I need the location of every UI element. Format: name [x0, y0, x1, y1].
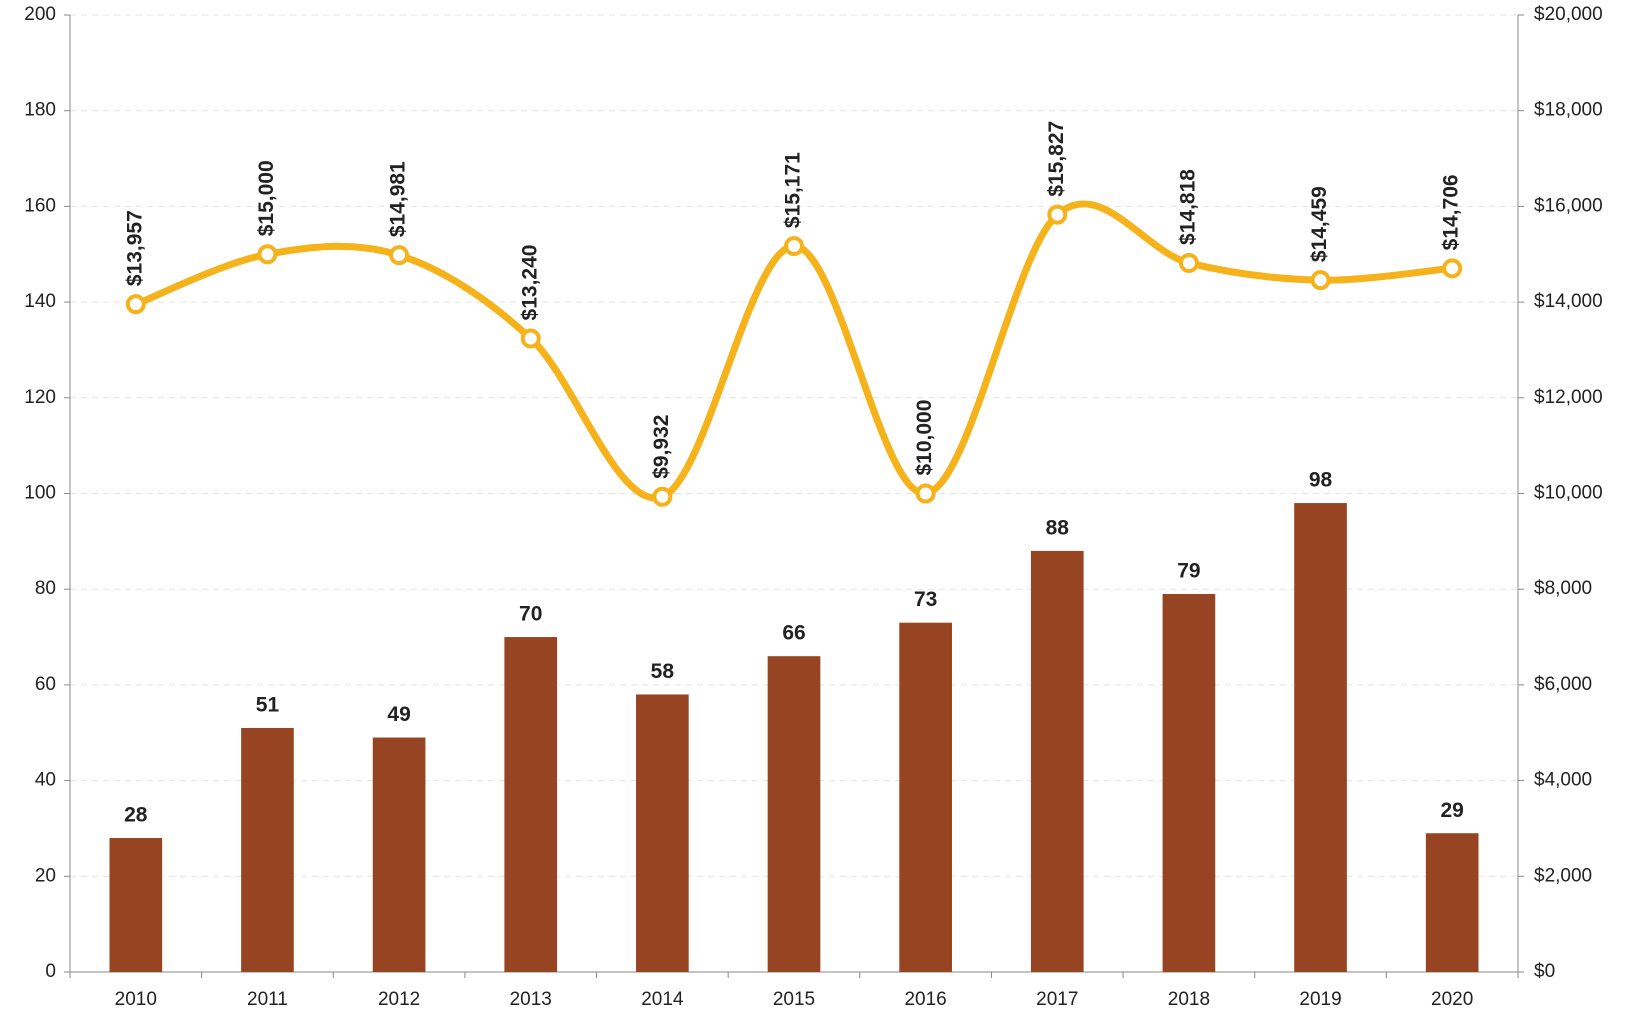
y-tick-label: 160 [24, 195, 56, 216]
bar [504, 637, 558, 972]
y2-tick-label: $18,000 [1534, 100, 1603, 121]
line-value-label: $13,957 [123, 210, 146, 286]
bar-value-label: 73 [914, 588, 937, 611]
y-tick-label: 100 [24, 483, 56, 504]
bar-value-label: 49 [387, 703, 410, 726]
line-value-label: $14,818 [1176, 169, 1199, 245]
y2-tick-label: $0 [1534, 961, 1555, 982]
bar-value-label: 51 [256, 694, 280, 717]
x-tick-label: 2011 [247, 989, 288, 1010]
line-marker [1442, 258, 1463, 279]
line-marker [1310, 270, 1331, 291]
bar [899, 622, 952, 972]
y-tick-label: 0 [45, 961, 56, 982]
x-tick-label: 2020 [1431, 989, 1473, 1010]
y2-tick-label: $14,000 [1534, 291, 1603, 312]
line-marker [652, 486, 673, 507]
bar [372, 737, 426, 972]
y-tick-label: 120 [24, 387, 56, 408]
line-value-label: $15,171 [782, 152, 805, 228]
bar [1030, 550, 1084, 972]
x-tick-label: 2010 [115, 989, 157, 1010]
x-tick-label: 2016 [904, 989, 946, 1010]
y-tick-label: 60 [35, 674, 56, 695]
y2-tick-label: $6,000 [1534, 674, 1592, 695]
line-marker [784, 236, 804, 257]
bar [1425, 833, 1479, 972]
bar-value-label: 79 [1177, 560, 1200, 583]
x-tick-label: 2012 [378, 989, 420, 1010]
y-tick-label: 140 [24, 291, 56, 312]
line-marker [520, 328, 541, 349]
line-value-label: $9,932 [650, 415, 673, 479]
x-tick-label: 2013 [510, 989, 552, 1010]
x-tick-label: 2019 [1299, 989, 1341, 1010]
bar [241, 727, 294, 972]
line-value-label: $15,827 [1045, 121, 1068, 197]
bar-value-label: 98 [1309, 469, 1333, 492]
line-value-label: $13,240 [518, 245, 541, 321]
y2-tick-label: $2,000 [1534, 865, 1592, 886]
line-marker [1047, 204, 1068, 225]
y2-tick-label: $20,000 [1534, 4, 1603, 25]
line-value-label: $10,000 [913, 400, 936, 476]
bar-value-label: 88 [1046, 516, 1070, 539]
line-marker [1178, 252, 1199, 273]
y-tick-label: 200 [24, 4, 56, 25]
line-value-label: $15,000 [255, 160, 278, 236]
bar [109, 838, 163, 972]
x-tick-label: 2017 [1036, 989, 1078, 1010]
x-tick-label: 2018 [1168, 989, 1210, 1010]
bar-value-label: 66 [782, 622, 805, 645]
y2-tick-label: $4,000 [1534, 770, 1592, 791]
x-tick-label: 2015 [773, 989, 815, 1010]
bar [767, 656, 821, 972]
y-tick-label: 40 [35, 770, 56, 791]
bar-value-label: 70 [519, 603, 542, 626]
line-marker [125, 294, 146, 315]
y2-tick-label: $8,000 [1534, 578, 1592, 599]
line-value-label: $14,706 [1440, 174, 1463, 250]
bar [636, 694, 689, 972]
y-tick-label: 180 [24, 100, 56, 121]
line-value-label: $14,981 [387, 161, 410, 237]
bar [1162, 593, 1216, 972]
y2-tick-label: $10,000 [1534, 483, 1603, 504]
y-tick-label: 20 [35, 865, 56, 886]
line-marker [915, 483, 936, 504]
bar-value-label: 58 [651, 660, 675, 683]
y2-tick-label: $12,000 [1534, 387, 1603, 408]
line-marker [389, 245, 410, 266]
line-value-label: $14,459 [1308, 186, 1331, 262]
bar-value-label: 29 [1441, 799, 1464, 822]
line-marker [257, 244, 278, 265]
y-tick-label: 80 [35, 578, 56, 599]
bar [1294, 503, 1347, 972]
x-tick-label: 2014 [641, 989, 684, 1010]
y2-tick-label: $16,000 [1534, 195, 1603, 216]
bar-value-label: 28 [124, 804, 148, 827]
